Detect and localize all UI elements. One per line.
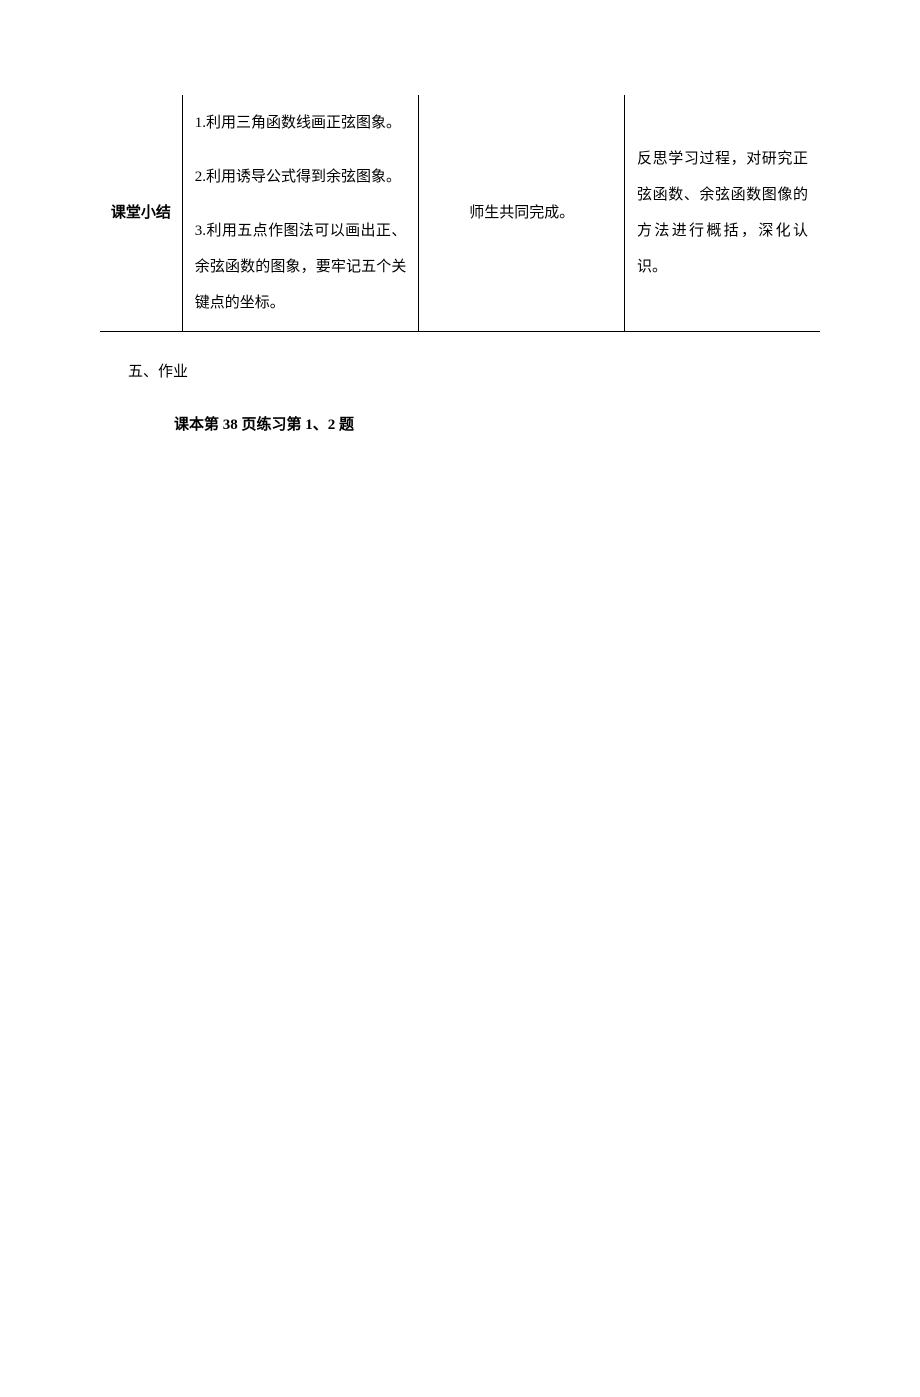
- page-container: 课堂小结 1.利用三角函数线画正弦图象。 2.利用诱导公式得到余弦图象。 3.利…: [0, 95, 920, 434]
- section-heading: 五、作业: [128, 360, 820, 381]
- activity-cell: 师生共同完成。: [419, 95, 625, 332]
- summary-point-3: 3.利用五点作图法可以画出正、余弦函数的图象，要牢记五个关键点的坐标。: [195, 213, 407, 321]
- heading-text: 五、作业: [128, 364, 188, 380]
- row-label-cell: 课堂小结: [100, 95, 182, 332]
- row-label: 课堂小结: [111, 205, 171, 221]
- activity-text: 师生共同完成。: [469, 205, 574, 221]
- table-row: 课堂小结 1.利用三角函数线画正弦图象。 2.利用诱导公式得到余弦图象。 3.利…: [100, 95, 820, 332]
- reflection-text: 反思学习过程，对研究正弦函数、余弦函数图像的方法进行概括，深化认识。: [637, 151, 808, 275]
- summary-cell: 1.利用三角函数线画正弦图象。 2.利用诱导公式得到余弦图象。 3.利用五点作图…: [182, 95, 419, 332]
- homework-assignment: 课本第 38 页练习第 1、2 题: [174, 413, 820, 434]
- summary-point-1: 1.利用三角函数线画正弦图象。: [195, 105, 407, 141]
- homework-text: 课本第 38 页练习第 1、2 题: [174, 417, 354, 433]
- reflection-cell: 反思学习过程，对研究正弦函数、余弦函数图像的方法进行概括，深化认识。: [625, 95, 820, 332]
- summary-point-2: 2.利用诱导公式得到余弦图象。: [195, 159, 407, 195]
- summary-table: 课堂小结 1.利用三角函数线画正弦图象。 2.利用诱导公式得到余弦图象。 3.利…: [100, 95, 820, 332]
